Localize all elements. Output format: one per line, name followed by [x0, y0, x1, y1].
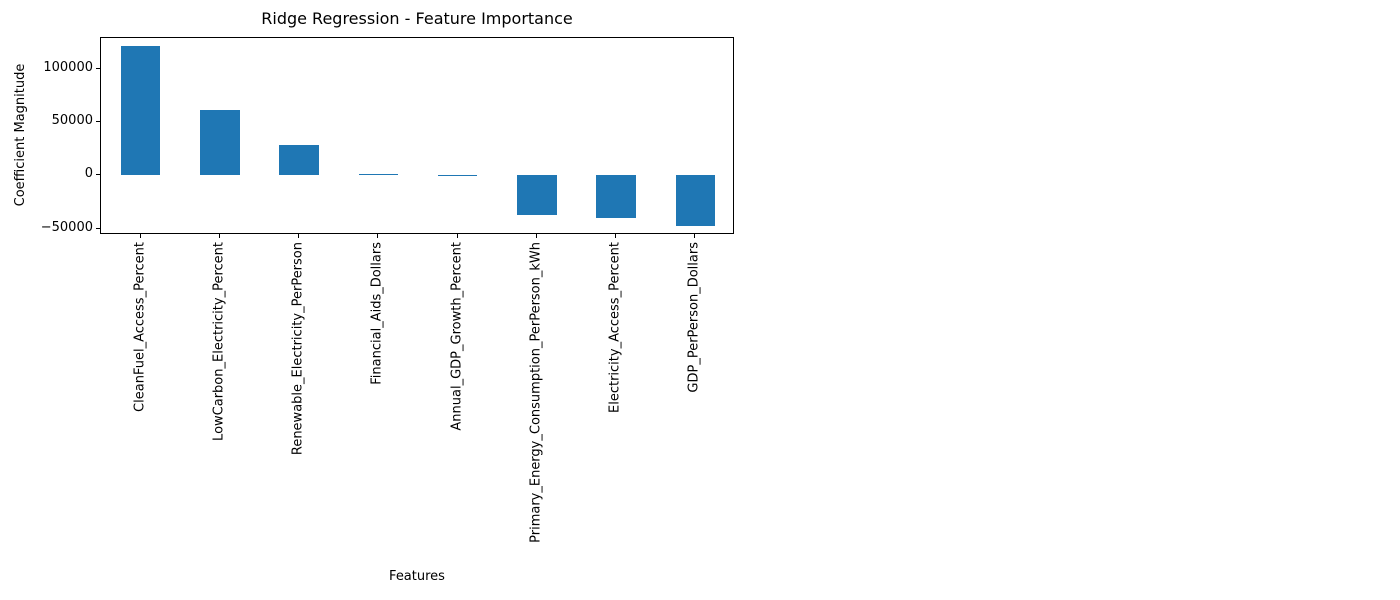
y-tick-label: 0: [84, 166, 93, 182]
bar-Financial_Aids_Dollars: [358, 173, 399, 176]
y-tick: [96, 121, 100, 122]
x-axis-label: Features: [389, 569, 445, 584]
x-tick-label: Financial_Aids_Dollars: [369, 242, 385, 385]
x-tick: [139, 234, 141, 238]
y-tick-label: −50000: [40, 219, 93, 235]
x-tick: [535, 234, 537, 238]
x-tick-label: Renewable_Electricity_PerPerson: [290, 242, 306, 456]
bar-CleanFuel_Access_Percent: [120, 46, 161, 176]
y-tick-label: 100000: [43, 59, 93, 75]
y-tick-label: 50000: [51, 113, 93, 128]
x-tick: [377, 234, 379, 238]
x-tick: [298, 234, 300, 238]
x-tick: [218, 234, 220, 238]
y-tick: [96, 174, 100, 176]
bar-Electricity_Access_Percent: [596, 175, 636, 218]
plot-area: [100, 37, 734, 234]
x-tick-label: LowCarbon_Electricity_Percent: [211, 242, 227, 441]
x-tick: [694, 234, 696, 238]
y-tick: [96, 227, 100, 229]
x-tick-label: GDP_PerPerson_Dollars: [686, 242, 702, 393]
bar-Primary_Energy_Consumption_PerPerson_kWh: [517, 175, 557, 216]
bar-LowCarbon_Electricity_Percent: [200, 109, 240, 176]
bar-Renewable_Electricity_PerPerson: [279, 145, 319, 176]
y-axis-label: Coefficient Magnitude: [13, 63, 28, 207]
x-tick-label: Electricity_Access_Percent: [607, 242, 623, 413]
x-tick-label: Annual_GDP_Growth_Percent: [449, 242, 465, 431]
x-tick-label: CleanFuel_Access_Percent: [132, 242, 148, 412]
chart-title: Ridge Regression - Feature Importance: [261, 9, 573, 28]
x-tick-label: Primary_Energy_Consumption_PerPerson_kWh: [528, 242, 544, 543]
y-tick: [96, 67, 100, 69]
bar-GDP_PerPerson_Dollars: [675, 175, 716, 226]
x-tick: [615, 234, 617, 238]
x-tick: [456, 234, 458, 238]
